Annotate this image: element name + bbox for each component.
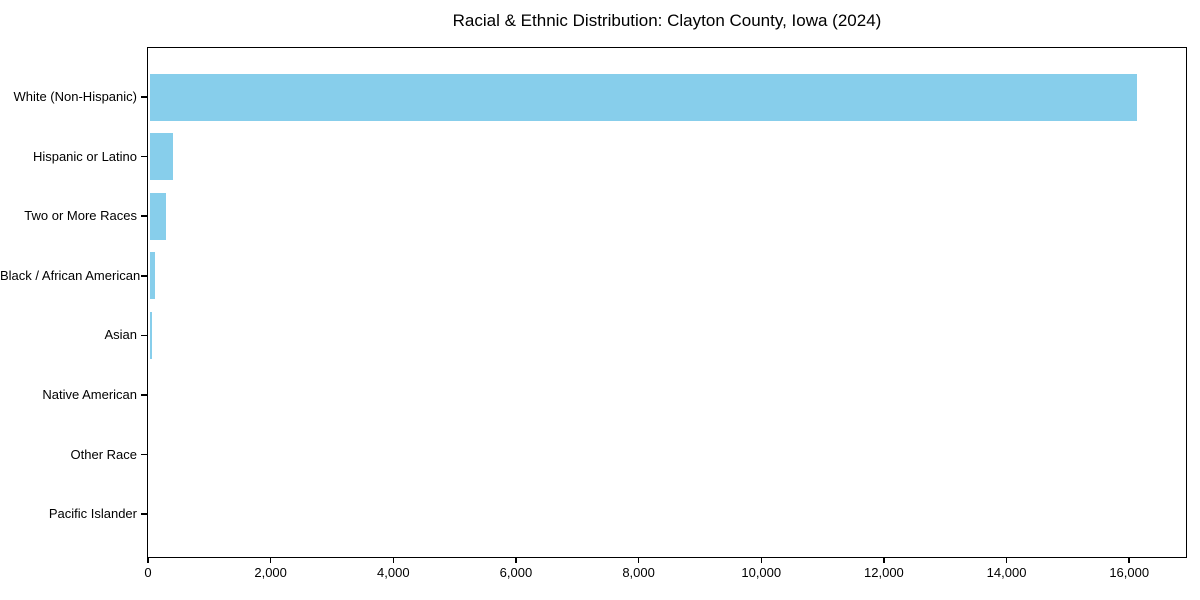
y-axis-label-white-non-hispanic: White (Non-Hispanic) — [13, 89, 137, 104]
y-tick-mark-asian — [141, 334, 147, 337]
y-axis-label-native-american: Native American — [42, 387, 137, 402]
x-axis-label-0: 0 — [144, 565, 152, 580]
x-axis-label-16000: 16,000 — [1109, 565, 1150, 580]
y-tick-mark-black-african-american — [141, 275, 147, 277]
x-axis-label-12000: 12,000 — [864, 565, 904, 580]
y-tick-mark-other-race — [141, 453, 147, 456]
bar-black-african-american — [149, 252, 156, 300]
x-tick-mark-0 — [147, 557, 149, 563]
y-axis-label-pacific-islander: Pacific Islander — [48, 506, 137, 522]
chart-title: Racial & Ethnic Distribution: Clayton Co… — [452, 11, 882, 30]
y-tick-mark-white-non-hispanic — [141, 96, 147, 98]
y-axis-label-asian: Asian — [104, 327, 137, 343]
x-tick-mark-6000 — [515, 557, 517, 563]
x-axis-label-2000: 2,000 — [254, 565, 287, 580]
plot-area — [147, 47, 1187, 558]
x-tick-mark-4000 — [392, 557, 395, 563]
x-axis-label-4000: 4,000 — [377, 565, 410, 580]
bar-white-non-hispanic — [149, 73, 1137, 121]
x-tick-mark-16000 — [1128, 557, 1130, 563]
y-axis-label-other-race: Other Race — [70, 446, 137, 462]
x-tick-mark-12000 — [883, 557, 885, 563]
bar-asian — [149, 311, 153, 359]
x-tick-mark-10000 — [760, 557, 762, 563]
y-axis-label-hispanic-or-latino: Hispanic or Latino — [32, 148, 137, 164]
bar-hispanic-or-latino — [149, 133, 173, 181]
x-axis-label-6000: 6,000 — [499, 565, 533, 580]
x-tick-mark-14000 — [1005, 557, 1008, 563]
x-tick-mark-2000 — [269, 557, 272, 563]
y-tick-mark-two-or-more-races — [141, 215, 147, 217]
y-tick-mark-pacific-islander — [141, 513, 147, 515]
y-tick-mark-native-american — [141, 394, 147, 396]
y-tick-mark-hispanic-or-latino — [141, 155, 147, 158]
x-axis-label-14000: 14,000 — [986, 565, 1027, 580]
y-axis-label-two-or-more-races: Two or More Races — [24, 208, 137, 224]
x-axis-label-8000: 8,000 — [622, 565, 655, 580]
x-tick-mark-8000 — [637, 557, 640, 563]
y-axis-label-black-african-american: Black / African American — [0, 267, 141, 283]
bar-two-or-more-races — [149, 192, 167, 240]
x-axis-label-10000: 10,000 — [741, 565, 782, 580]
